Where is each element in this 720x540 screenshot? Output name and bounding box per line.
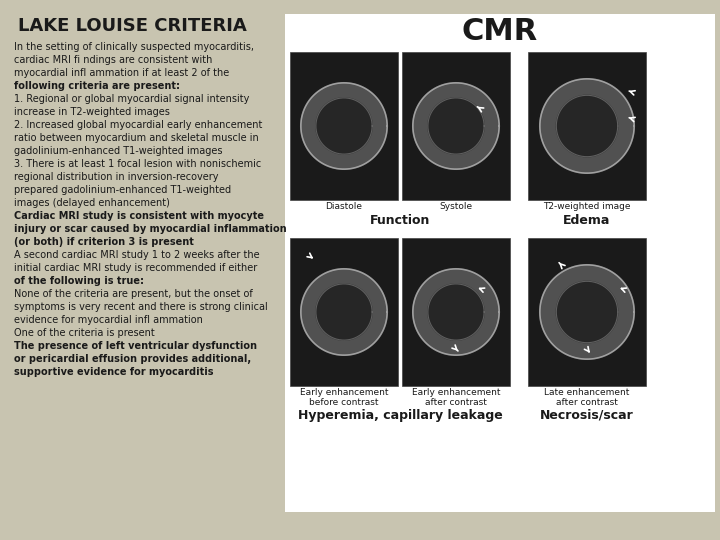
Text: ratio between myocardium and skeletal muscle in: ratio between myocardium and skeletal mu… [14,133,258,143]
Text: T2-weighted image: T2-weighted image [544,202,631,211]
Text: LAKE LOUISE CRITERIA: LAKE LOUISE CRITERIA [18,17,247,35]
Text: injury or scar caused by myocardial inflammation: injury or scar caused by myocardial infl… [14,224,287,234]
Text: or pericardial effusion provides additional,: or pericardial effusion provides additio… [14,354,251,364]
Text: increase in T2-weighted images: increase in T2-weighted images [14,107,170,117]
Text: Function: Function [370,214,430,227]
Bar [402,238,510,386]
Text: gadolinium-enhanced T1-weighted images: gadolinium-enhanced T1-weighted images [14,146,222,156]
Polygon shape [540,265,634,359]
Text: A second cardiac MRI study 1 to 2 weeks after the: A second cardiac MRI study 1 to 2 weeks … [14,250,260,260]
Polygon shape [428,98,484,154]
Text: cardiac MRI fi ndings are consistent with: cardiac MRI fi ndings are consistent wit… [14,55,212,65]
Text: One of the criteria is present: One of the criteria is present [14,328,155,338]
Text: of the following is true:: of the following is true: [14,276,144,286]
Text: 2. Increased global myocardial early enhancement: 2. Increased global myocardial early enh… [14,120,262,130]
Polygon shape [301,269,387,355]
Bar [290,238,398,386]
Text: Late enhancement
after contrast: Late enhancement after contrast [544,388,630,407]
Text: 1. Regional or global myocardial signal intensity: 1. Regional or global myocardial signal … [14,94,249,104]
Text: initial cardiac MRI study is recommended if either: initial cardiac MRI study is recommended… [14,263,257,273]
Bar [528,52,646,200]
Text: supportive evidence for myocarditis: supportive evidence for myocarditis [14,367,214,377]
Text: images (delayed enhancement): images (delayed enhancement) [14,198,170,208]
Text: regional distribution in inversion-recovery: regional distribution in inversion-recov… [14,172,218,182]
Text: None of the criteria are present, but the onset of: None of the criteria are present, but th… [14,289,253,299]
Polygon shape [428,284,484,340]
Polygon shape [413,83,499,169]
Text: 3. There is at least 1 focal lesion with nonischemic: 3. There is at least 1 focal lesion with… [14,159,261,169]
Polygon shape [301,83,387,169]
Text: In the setting of clinically suspected myocarditis,: In the setting of clinically suspected m… [14,42,254,52]
Bar [290,52,398,200]
Polygon shape [316,98,372,154]
Bar [285,14,715,512]
Text: CMR: CMR [462,17,538,46]
Text: Early enhancement
before contrast: Early enhancement before contrast [300,388,388,407]
Text: Necrosis/scar: Necrosis/scar [540,409,634,422]
Text: following criteria are present:: following criteria are present: [14,81,180,91]
Polygon shape [316,284,372,340]
Polygon shape [413,269,499,355]
Polygon shape [557,96,618,157]
Text: Edema: Edema [563,214,611,227]
Text: Hyperemia, capillary leakage: Hyperemia, capillary leakage [297,409,503,422]
Text: Systole: Systole [439,202,472,211]
Text: Early enhancement
after contrast: Early enhancement after contrast [412,388,500,407]
Bar [528,238,646,386]
Text: The presence of left ventricular dysfunction: The presence of left ventricular dysfunc… [14,341,257,351]
Text: myocardial infl ammation if at least 2 of the: myocardial infl ammation if at least 2 o… [14,68,229,78]
Bar [402,52,510,200]
Text: prepared gadolinium-enhanced T1-weighted: prepared gadolinium-enhanced T1-weighted [14,185,231,195]
Text: (or both) if criterion 3 is present: (or both) if criterion 3 is present [14,237,194,247]
Polygon shape [557,281,618,343]
Text: evidence for myocardial infl ammation: evidence for myocardial infl ammation [14,315,203,325]
Text: symptoms is very recent and there is strong clinical: symptoms is very recent and there is str… [14,302,268,312]
Polygon shape [540,79,634,173]
Text: Diastole: Diastole [325,202,362,211]
Text: Cardiac MRI study is consistent with myocyte: Cardiac MRI study is consistent with myo… [14,211,264,221]
